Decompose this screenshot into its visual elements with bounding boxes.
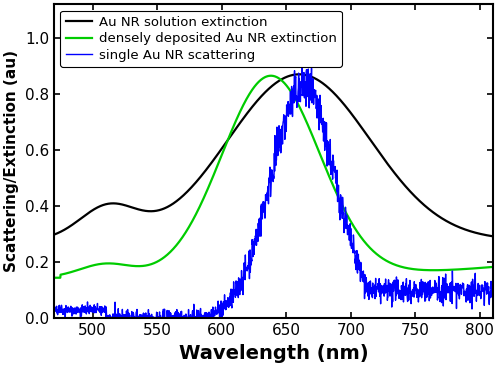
- single Au NR scattering: [102, 310, 108, 315]
- densely deposited Au NR extinction: [51, 276, 57, 280]
- densely deposited Au NR extinction: [237, 109, 243, 114]
- single Au NR scattering: [51, 306, 57, 310]
- Au NR solution extinction: [102, 202, 108, 207]
- Au NR solution extinction: [254, 99, 260, 103]
- densely deposited Au NR extinction: [268, 73, 274, 78]
- densely deposited Au NR extinction: [102, 261, 108, 266]
- Au NR solution extinction: [296, 72, 302, 76]
- densely deposited Au NR extinction: [490, 265, 496, 269]
- single Au NR scattering: [490, 288, 496, 293]
- Line: densely deposited Au NR extinction: densely deposited Au NR extinction: [54, 76, 493, 278]
- single Au NR scattering: [246, 276, 252, 281]
- Au NR solution extinction: [237, 121, 243, 125]
- single Au NR scattering: [85, 307, 91, 312]
- Au NR solution extinction: [246, 109, 252, 113]
- Au NR solution extinction: [85, 211, 91, 216]
- densely deposited Au NR extinction: [85, 265, 91, 269]
- Line: Au NR solution extinction: Au NR solution extinction: [54, 74, 493, 236]
- single Au NR scattering: [301, 93, 307, 97]
- X-axis label: Wavelength (nm): Wavelength (nm): [178, 344, 368, 363]
- densely deposited Au NR extinction: [301, 114, 307, 118]
- densely deposited Au NR extinction: [254, 81, 260, 86]
- Line: single Au NR scattering: single Au NR scattering: [54, 61, 493, 319]
- single Au NR scattering: [254, 234, 260, 239]
- densely deposited Au NR extinction: [246, 92, 252, 97]
- Legend: Au NR solution extinction, densely deposited Au NR extinction, single Au NR scat: Au NR solution extinction, densely depos…: [60, 11, 342, 67]
- single Au NR scattering: [103, 316, 109, 321]
- Y-axis label: Scattering/Extinction (au): Scattering/Extinction (au): [4, 50, 19, 272]
- Au NR solution extinction: [51, 232, 57, 237]
- Au NR solution extinction: [490, 234, 496, 239]
- single Au NR scattering: [238, 281, 244, 285]
- Au NR solution extinction: [301, 73, 307, 77]
- single Au NR scattering: [299, 59, 305, 63]
